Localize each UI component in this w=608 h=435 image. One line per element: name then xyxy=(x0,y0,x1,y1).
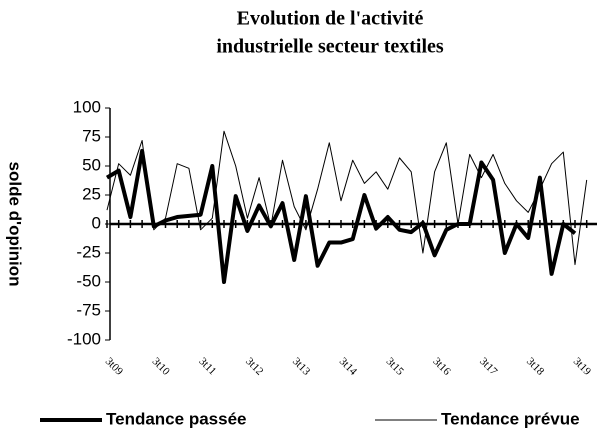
x-tick-label: 3t10 xyxy=(150,355,173,378)
x-tick-label: 3t17 xyxy=(477,355,500,378)
x-tick-label: 3t16 xyxy=(430,355,453,378)
y-tick-label: 100 xyxy=(73,97,101,116)
y-tick-label: 75 xyxy=(82,126,101,145)
y-tick-label: -75 xyxy=(76,300,101,319)
series-line xyxy=(106,130,588,266)
chart-title: Evolution de l'activité xyxy=(237,8,424,30)
y-tick-label: -50 xyxy=(76,271,101,290)
y-tick-label: -100 xyxy=(67,329,101,348)
x-tick-label: 3t12 xyxy=(243,355,265,377)
y-tick-label: 0 xyxy=(92,213,101,232)
legend-label: Tendance passée xyxy=(106,409,246,428)
x-tick-label: 3t11 xyxy=(196,355,218,377)
x-tick-label: 3t19 xyxy=(571,355,594,378)
x-tick-label: 3t13 xyxy=(290,355,313,378)
x-tick-label: 3t09 xyxy=(103,355,126,378)
x-tick-label: 3t15 xyxy=(384,355,407,378)
series-line xyxy=(105,148,577,284)
chart-title: industrielle secteur textiles xyxy=(216,36,444,58)
y-tick-label: -25 xyxy=(76,242,101,261)
y-tick-label: 25 xyxy=(82,184,101,203)
y-tick-label: 50 xyxy=(82,155,101,174)
y-axis-title: solde d'opinion xyxy=(6,162,25,287)
x-tick-label: 3t18 xyxy=(524,355,547,378)
x-tick-label: 3t14 xyxy=(337,355,360,378)
legend-label: Tendance prévue xyxy=(441,409,580,428)
